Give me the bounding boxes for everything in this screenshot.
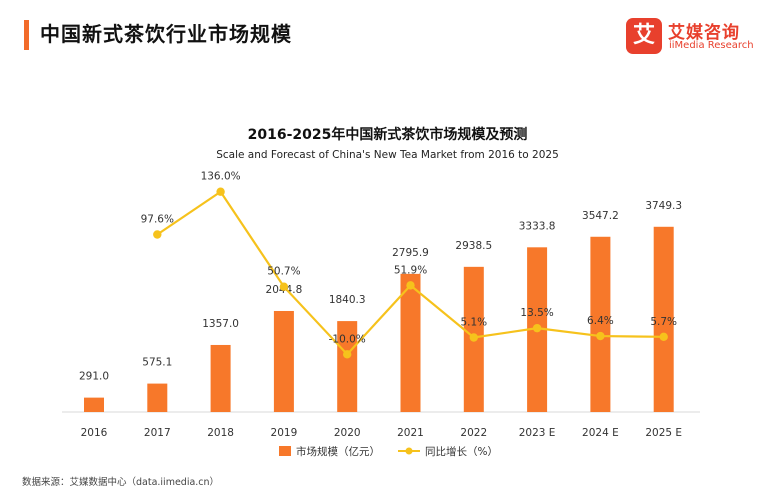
legend-line-marker bbox=[405, 447, 413, 455]
logo-name-en: iiMedia Research bbox=[669, 40, 754, 51]
growth-point bbox=[659, 332, 668, 342]
growth-point bbox=[153, 230, 162, 239]
logo-name-cn: 艾媒咨询 bbox=[668, 23, 740, 43]
bar-value-label: 3547.2 bbox=[582, 210, 619, 222]
growth-point bbox=[343, 350, 352, 359]
growth-value-label: 6.4% bbox=[587, 315, 614, 327]
legend-bar-swatch bbox=[279, 446, 291, 456]
bar-2016 bbox=[84, 397, 104, 412]
growth-value-label: 50.7% bbox=[267, 266, 300, 278]
x-tick-label: 2019 bbox=[271, 427, 298, 439]
growth-value-label: 97.6% bbox=[141, 213, 174, 225]
x-tick-label: 2023 E bbox=[519, 427, 556, 439]
growth-point bbox=[532, 323, 542, 333]
growth-value-label: 51.9% bbox=[394, 264, 427, 276]
bar-value-label: 575.1 bbox=[142, 357, 172, 369]
bar-2025-e bbox=[653, 226, 674, 412]
bar-value-label: 3333.8 bbox=[519, 220, 556, 232]
bar-2024-e bbox=[590, 236, 611, 412]
bar-value-label: 3749.3 bbox=[645, 200, 682, 212]
bar-2018 bbox=[210, 344, 231, 412]
bar-2017 bbox=[147, 383, 168, 412]
x-tick-label: 2018 bbox=[207, 427, 234, 439]
growth-point bbox=[469, 333, 478, 342]
growth-point bbox=[596, 331, 605, 341]
chart-title: 2016-2025年中国新式茶饮市场规模及预测 bbox=[247, 127, 528, 143]
bar-2019 bbox=[273, 310, 294, 412]
x-tick-label: 2020 bbox=[334, 427, 361, 439]
x-tick-label: 2025 E bbox=[645, 427, 682, 439]
iimedia-logo: 艾 艾媒咨询 iiMedia Research bbox=[626, 16, 766, 56]
x-tick-label: 2021 bbox=[397, 427, 424, 439]
growth-value-label: 5.1% bbox=[460, 317, 487, 329]
growth-point bbox=[279, 282, 289, 291]
legend-line-label: 同比增长（%） bbox=[425, 445, 498, 458]
bar-value-label: 1357.0 bbox=[202, 318, 239, 330]
bar-value-label: 291.0 bbox=[79, 371, 109, 383]
header-accent-bar bbox=[24, 20, 29, 50]
data-source: 数据来源：艾媒数据中心（data.iimedia.cn） bbox=[22, 477, 220, 488]
growth-point bbox=[406, 281, 415, 290]
growth-value-label: 136.0% bbox=[201, 171, 241, 183]
bar-value-label: 2938.5 bbox=[455, 240, 492, 252]
growth-value-label: 5.7% bbox=[650, 316, 677, 328]
growth-value-label: -10.0% bbox=[329, 333, 366, 345]
bar-2021 bbox=[400, 273, 421, 412]
x-tick-label: 2016 bbox=[81, 427, 108, 439]
logo-mark-icon: 艾 bbox=[626, 18, 662, 54]
bar-value-label: 1840.3 bbox=[329, 294, 366, 306]
legend-bar-label: 市场规模（亿元） bbox=[296, 445, 380, 458]
x-tick-label: 2022 bbox=[460, 427, 487, 439]
growth-point bbox=[216, 187, 225, 196]
bar-2020 bbox=[337, 321, 358, 412]
chart-subtitle: Scale and Forecast of China's New Tea Ma… bbox=[216, 149, 559, 161]
bar-value-label: 2795.9 bbox=[392, 247, 429, 259]
page-title: 中国新式茶饮行业市场规模 bbox=[40, 22, 292, 46]
x-tick-label: 2017 bbox=[144, 427, 171, 439]
x-tick-label: 2024 E bbox=[582, 427, 619, 439]
growth-value-label: 13.5% bbox=[520, 307, 553, 319]
